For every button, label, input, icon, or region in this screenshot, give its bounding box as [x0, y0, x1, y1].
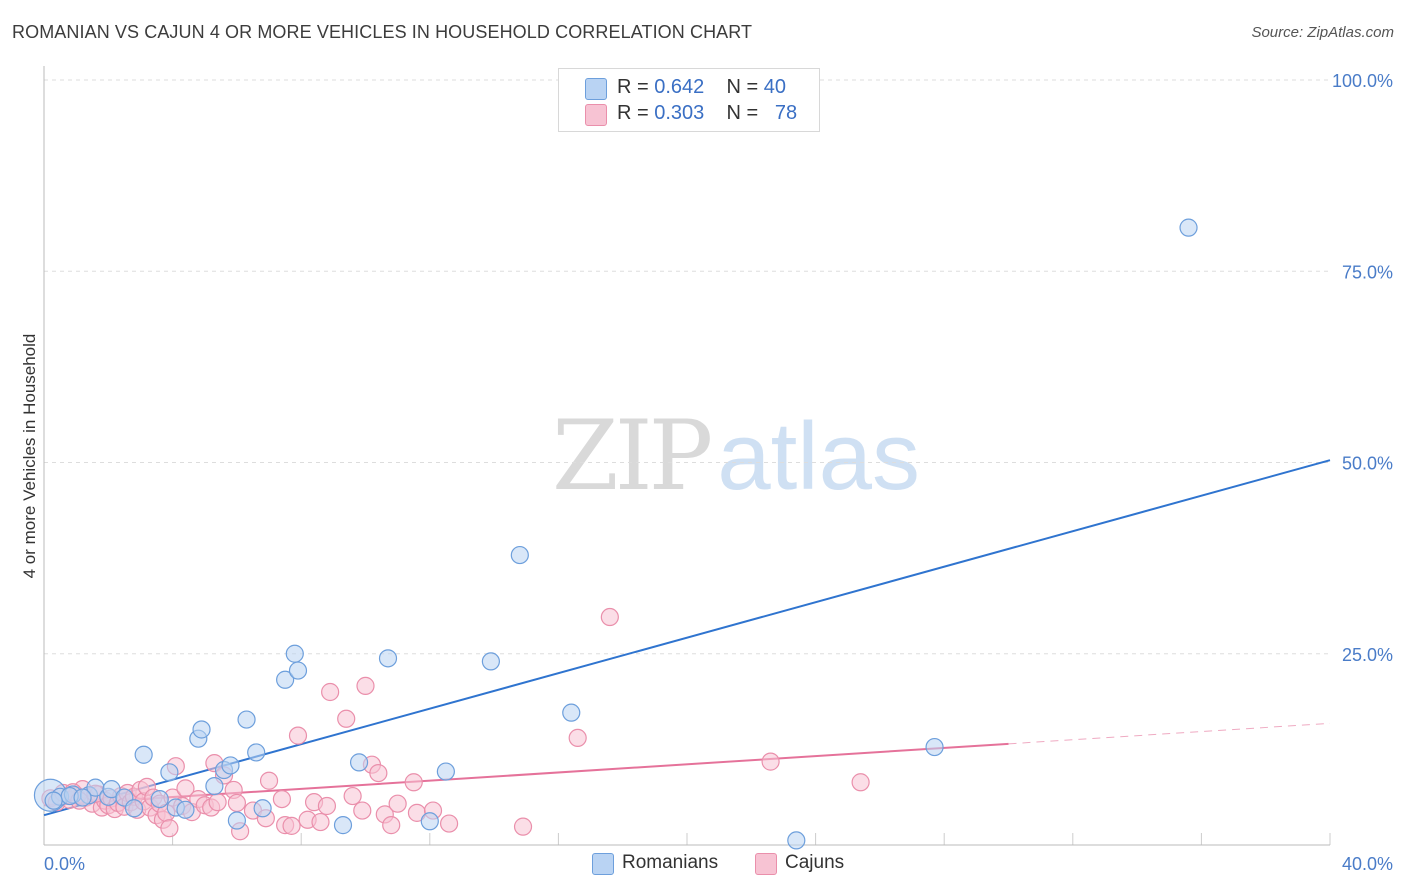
legend-label-romanians: Romanians	[622, 852, 719, 873]
series-legend: Romanians Cajuns	[0, 852, 1406, 878]
cajuns-swatch	[585, 104, 607, 126]
x-tick-label: 0.0%	[44, 854, 85, 874]
data-points	[33, 218, 1198, 850]
watermark: ZIPatlas	[552, 400, 920, 512]
point-cajuns	[761, 752, 780, 771]
point-cajuns	[337, 709, 356, 728]
point-cajuns	[388, 794, 407, 813]
point-cajuns	[369, 763, 388, 783]
point-cajuns	[272, 789, 292, 809]
point-romanians	[150, 789, 169, 809]
point-romanians	[510, 545, 529, 565]
point-romanians	[253, 799, 272, 818]
point-romanians	[1179, 218, 1198, 237]
point-cajuns	[321, 682, 340, 702]
tick-labels: 25.0% 50.0% 75.0% 100.0% 0.0% 40.0%	[44, 71, 1393, 874]
point-cajuns	[160, 819, 179, 838]
point-romanians	[349, 753, 369, 772]
point-romanians	[227, 811, 246, 830]
point-cajuns	[404, 773, 423, 792]
point-romanians	[925, 737, 944, 757]
legend-swatch-cajuns	[755, 853, 777, 875]
point-cajuns	[568, 728, 587, 748]
point-cajuns	[439, 814, 459, 833]
source-credit: Source: ZipAtlas.com	[1251, 24, 1394, 41]
point-romanians	[102, 780, 121, 799]
stats-text-cajuns: R = 0.303 N = 78	[617, 102, 798, 124]
point-cajuns	[851, 773, 870, 792]
legend-label-cajuns: Cajuns	[785, 852, 845, 873]
point-romanians	[288, 661, 308, 680]
y-tick-label: 100.0%	[1332, 71, 1393, 91]
point-cajuns	[356, 676, 375, 695]
point-romanians	[176, 800, 195, 819]
point-romanians	[160, 763, 179, 782]
point-romanians	[378, 649, 398, 668]
point-romanians	[73, 788, 92, 807]
point-romanians	[420, 812, 439, 831]
stats-text-romanians: R = 0.642 N = 40	[617, 76, 787, 98]
point-cajuns	[311, 812, 330, 832]
point-romanians	[192, 720, 211, 739]
point-cajuns	[513, 817, 533, 836]
point-romanians	[436, 762, 455, 781]
point-romanians	[481, 652, 500, 671]
y-tick-label: 25.0%	[1342, 645, 1393, 665]
point-romanians	[562, 703, 581, 722]
y-tick-label: 75.0%	[1342, 262, 1393, 282]
trend-line-extension-cajuns	[1008, 722, 1331, 745]
point-romanians	[124, 799, 144, 818]
grid	[44, 79, 1331, 845]
y-tick-label: 50.0%	[1342, 454, 1393, 474]
point-romanians	[205, 776, 224, 796]
stats-legend: R = 0.642 N = 40 R = 0.303 N = 78	[558, 68, 820, 132]
axes	[43, 66, 1330, 846]
romanians-swatch	[585, 78, 607, 100]
chart-title: ROMANIAN VS CAJUN 4 OR MORE VEHICLES IN …	[12, 22, 753, 42]
point-romanians	[237, 710, 256, 729]
point-cajuns	[353, 801, 372, 820]
point-romanians	[276, 670, 295, 689]
point-romanians	[44, 791, 63, 810]
point-cajuns	[288, 726, 308, 745]
point-cajuns	[317, 796, 337, 816]
point-romanians	[787, 831, 806, 850]
watermark-atlas: atlas	[717, 403, 920, 510]
point-cajuns	[382, 816, 401, 835]
point-cajuns	[343, 786, 362, 806]
watermark-zip: ZIP	[552, 400, 713, 512]
point-romanians	[221, 756, 240, 775]
point-cajuns	[227, 793, 246, 813]
point-cajuns	[282, 816, 301, 835]
point-cajuns	[208, 793, 227, 812]
legend-swatch-romanians	[592, 853, 614, 875]
point-romanians	[134, 745, 153, 764]
x-tick-label: 40.0%	[1342, 854, 1393, 874]
point-cajuns	[259, 771, 279, 790]
point-romanians	[333, 816, 353, 835]
point-cajuns	[600, 607, 619, 627]
point-romanians	[247, 743, 266, 762]
point-cajuns	[176, 779, 195, 798]
point-romanians	[285, 644, 304, 663]
